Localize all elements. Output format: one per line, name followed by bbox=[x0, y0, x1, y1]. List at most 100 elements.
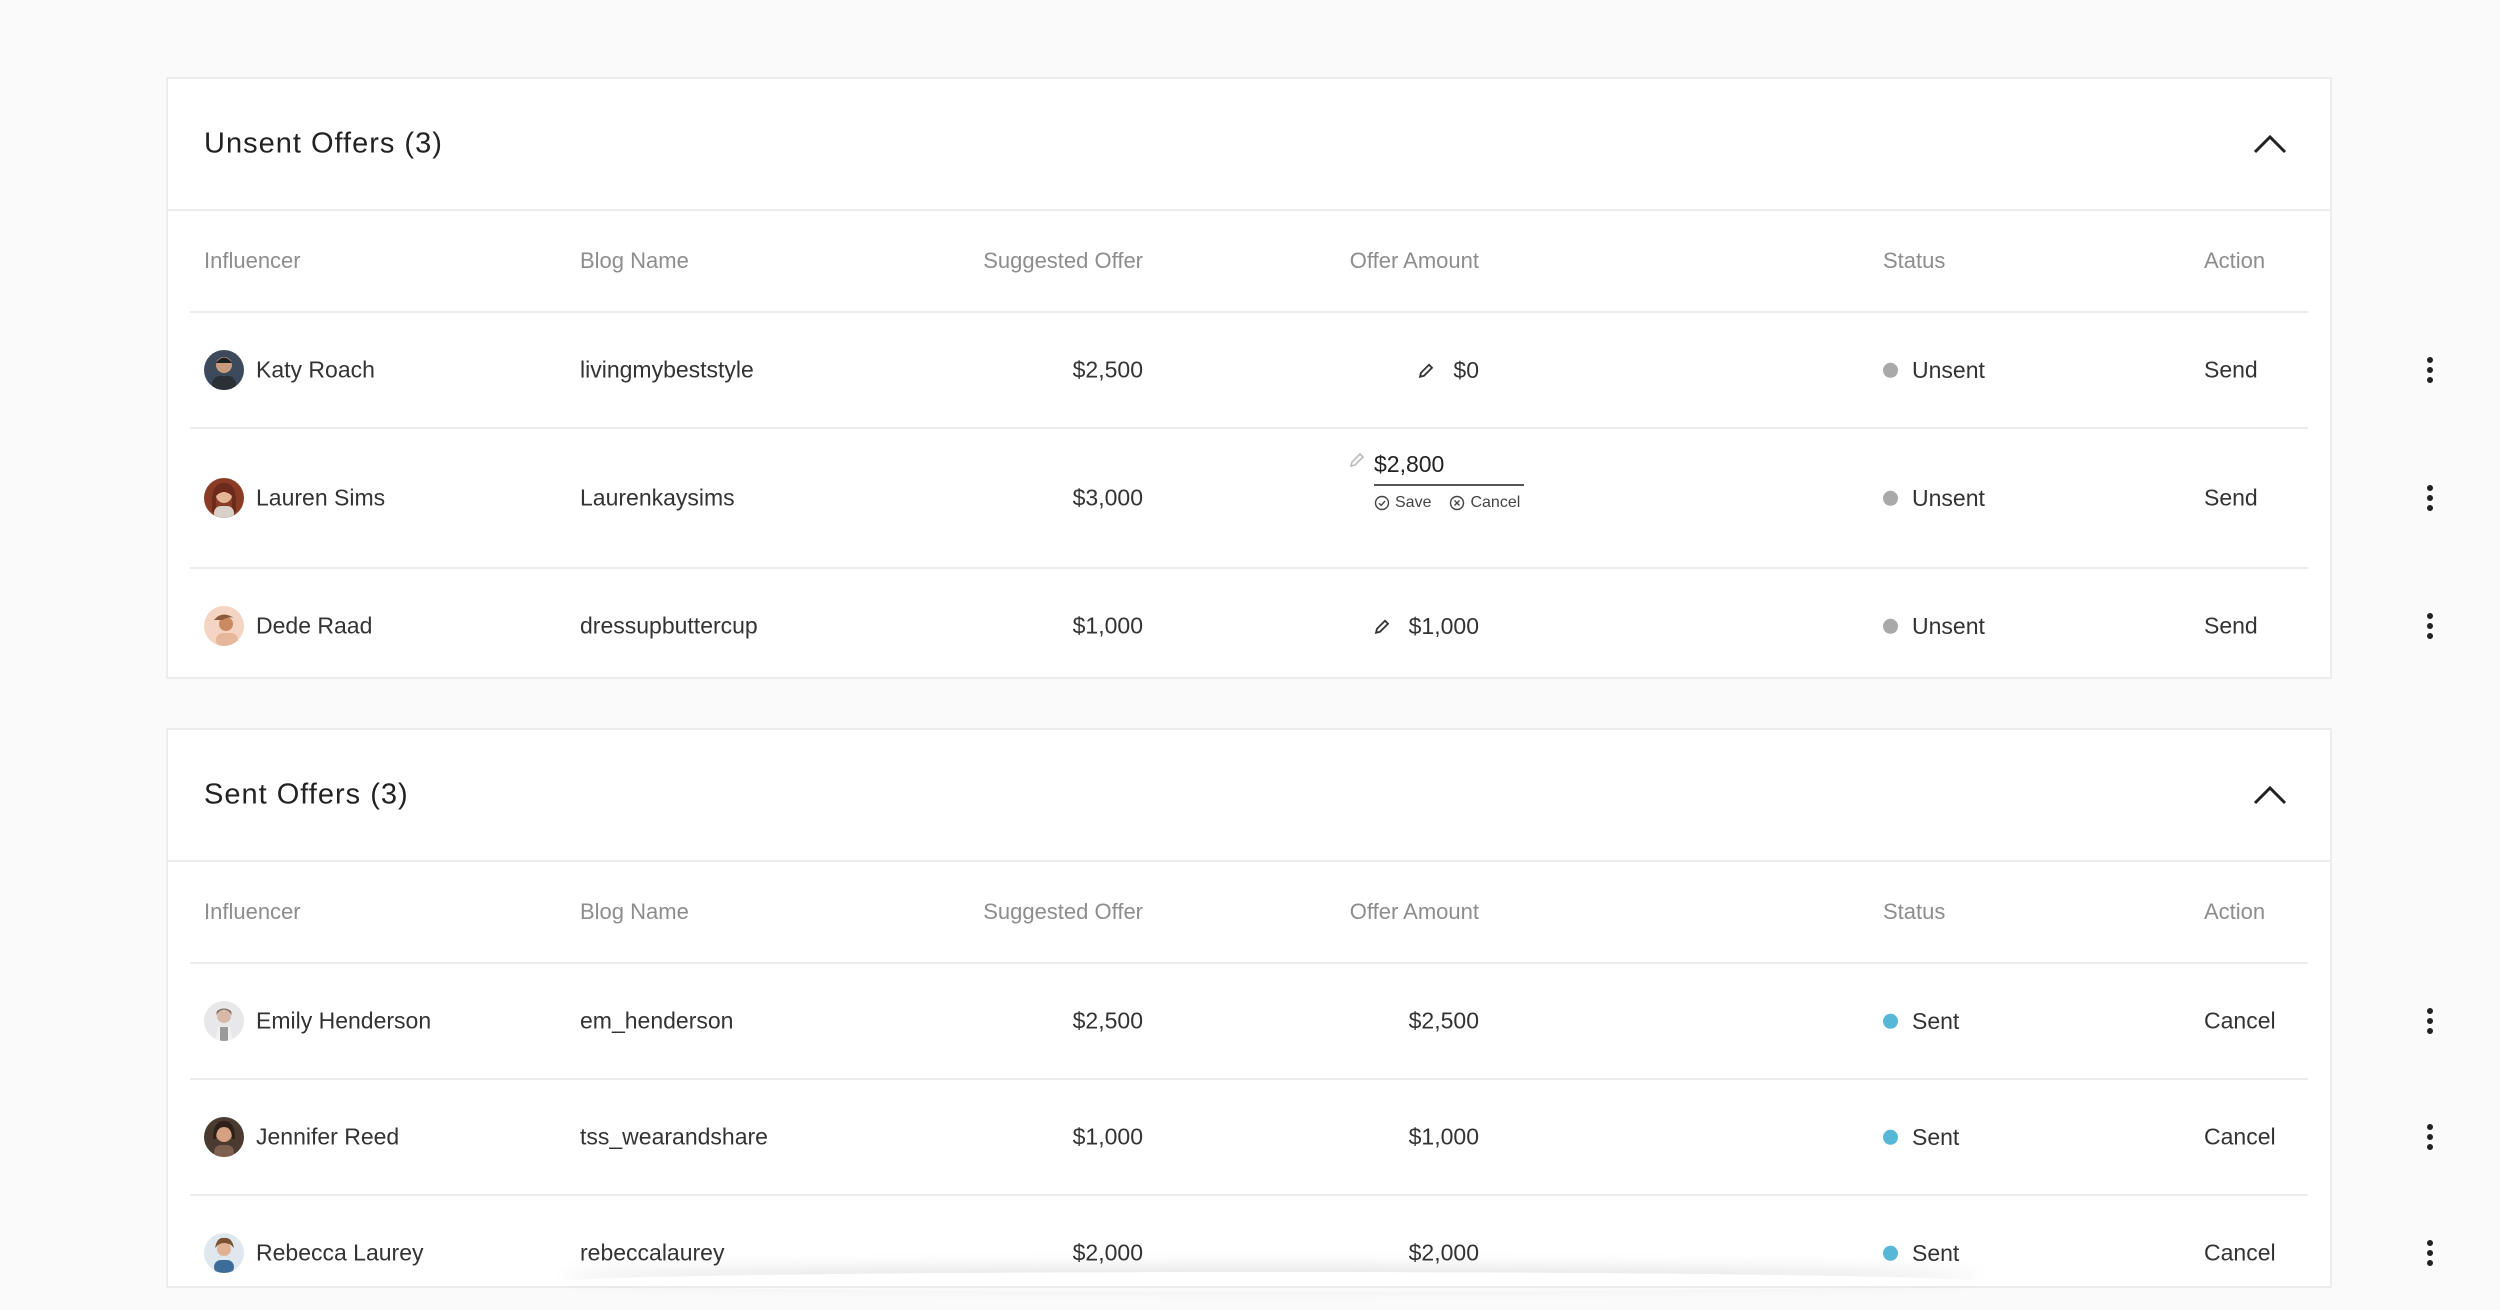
influencer-name: Lauren Sims bbox=[256, 484, 386, 511]
suggested-offer: $1,000 bbox=[1072, 612, 1143, 639]
blog-name: dressupbuttercup bbox=[580, 612, 758, 639]
status-cell: Unsent bbox=[1883, 484, 1985, 512]
send-button[interactable]: Send bbox=[2204, 484, 2258, 511]
collapse-sent-button[interactable] bbox=[2248, 773, 2292, 817]
status-dot bbox=[1883, 1130, 1898, 1146]
status-label: Sent bbox=[1912, 1240, 1960, 1267]
avatar bbox=[204, 350, 244, 390]
suggested-offer: $1,000 bbox=[1072, 1123, 1143, 1150]
blog-name: rebeccalaurey bbox=[580, 1239, 725, 1266]
col-action: Action bbox=[2204, 899, 2266, 924]
sent-offers-panel: Sent Offers (3) Influencer Blog Name Sug… bbox=[166, 728, 2433, 1288]
status-label: Sent bbox=[1912, 1124, 1960, 1151]
save-label: Save bbox=[1395, 494, 1432, 511]
status-dot bbox=[1883, 1014, 1898, 1030]
unsent-offers-header[interactable]: Unsent Offers (3) bbox=[168, 79, 2330, 211]
influencer-cell[interactable]: Emily Henderson bbox=[204, 1001, 431, 1041]
influencer-name: Emily Henderson bbox=[256, 1007, 432, 1034]
table-row: Emily Henderson em_henderson $2,500 $2,5… bbox=[190, 964, 2433, 1080]
col-status: Status bbox=[1883, 899, 1946, 924]
status-label: Unsent bbox=[1912, 613, 1985, 640]
avatar bbox=[204, 1001, 244, 1041]
col-influencer: Influencer bbox=[204, 899, 301, 924]
cancel-offer-button[interactable]: Cancel bbox=[2204, 1239, 2276, 1266]
influencer-cell[interactable]: Katy Roach bbox=[204, 350, 375, 390]
status-label: Unsent bbox=[1912, 357, 1985, 384]
avatar bbox=[204, 1117, 244, 1157]
save-button[interactable]: Save bbox=[1374, 494, 1431, 512]
col-suggested-offer: Suggested Offer bbox=[983, 248, 1143, 273]
table-header: Influencer Blog Name Suggested Offer Off… bbox=[190, 862, 2308, 964]
col-blog-name: Blog Name bbox=[580, 899, 689, 924]
send-button[interactable]: Send bbox=[2204, 356, 2258, 383]
status-cell: Sent bbox=[1883, 1239, 1959, 1267]
suggested-offer: $2,500 bbox=[1072, 356, 1143, 383]
cancel-label: Cancel bbox=[1470, 494, 1521, 511]
influencer-cell[interactable]: Lauren Sims bbox=[204, 478, 385, 518]
blog-name: tss_wearandshare bbox=[580, 1123, 768, 1150]
offer-amount-input[interactable] bbox=[1374, 447, 1524, 486]
avatar bbox=[204, 606, 244, 646]
status-cell: Sent bbox=[1883, 1007, 1959, 1035]
offer-amount: $2,500 bbox=[1408, 1007, 1479, 1034]
influencer-name: Katy Roach bbox=[256, 356, 375, 383]
offer-amount-cell: $0 bbox=[1417, 356, 1479, 384]
cancel-offer-button[interactable]: Cancel bbox=[2204, 1123, 2276, 1150]
more-vertical-icon bbox=[2420, 350, 2440, 390]
pencil-icon[interactable] bbox=[1373, 618, 1391, 636]
collapse-unsent-button[interactable] bbox=[2248, 122, 2292, 166]
blog-name: em_henderson bbox=[580, 1007, 734, 1034]
more-vertical-icon bbox=[2420, 606, 2440, 646]
table-row: Rebecca Laurey rebeccalaurey $2,000 $2,0… bbox=[190, 1196, 2433, 1310]
offer-amount: $1,000 bbox=[1408, 613, 1479, 640]
more-options-button[interactable] bbox=[2420, 478, 2440, 518]
offer-edit-group: Save Cancel bbox=[1374, 447, 1524, 512]
status-label: Sent bbox=[1912, 1008, 1960, 1035]
table-row: Lauren Sims Laurenkaysims $3,000 Save Ca… bbox=[190, 429, 2433, 569]
col-action: Action bbox=[2204, 248, 2266, 273]
more-vertical-icon bbox=[2420, 478, 2440, 518]
suggested-offer: $2,000 bbox=[1072, 1239, 1143, 1266]
status-cell: Unsent bbox=[1883, 612, 1985, 640]
cancel-offer-button[interactable]: Cancel bbox=[2204, 1007, 2276, 1034]
edit-actions: Save Cancel bbox=[1374, 494, 1524, 512]
sent-offers-title: Sent Offers (3) bbox=[204, 778, 409, 811]
col-status: Status bbox=[1883, 248, 1946, 273]
status-cell: Sent bbox=[1883, 1123, 1959, 1151]
sent-offers-table: Influencer Blog Name Suggested Offer Off… bbox=[190, 862, 2433, 1310]
col-offer-amount: Offer Amount bbox=[1349, 899, 1479, 924]
more-vertical-icon bbox=[2420, 1233, 2440, 1273]
more-options-button[interactable] bbox=[2420, 1001, 2440, 1041]
check-circle-icon bbox=[1374, 495, 1390, 511]
send-button[interactable]: Send bbox=[2204, 612, 2258, 639]
pencil-icon[interactable] bbox=[1417, 362, 1435, 380]
col-influencer: Influencer bbox=[204, 248, 301, 273]
blog-name: livingmybeststyle bbox=[580, 356, 754, 383]
floating-bar-shadow bbox=[560, 1272, 1980, 1292]
cancel-edit-button[interactable]: Cancel bbox=[1449, 494, 1520, 512]
influencer-cell[interactable]: Rebecca Laurey bbox=[204, 1233, 424, 1273]
status-dot bbox=[1883, 1246, 1898, 1262]
suggested-offer: $2,500 bbox=[1072, 1007, 1143, 1034]
more-options-button[interactable] bbox=[2420, 350, 2440, 390]
offer-amount: $2,000 bbox=[1408, 1239, 1479, 1266]
influencer-cell[interactable]: Dede Raad bbox=[204, 606, 372, 646]
offer-amount-cell: $1,000 bbox=[1373, 612, 1479, 640]
more-options-button[interactable] bbox=[2420, 1117, 2440, 1157]
offer-amount: $0 bbox=[1453, 357, 1479, 384]
avatar bbox=[204, 478, 244, 518]
close-circle-icon bbox=[1450, 495, 1465, 511]
chevron-up-icon bbox=[2253, 785, 2287, 805]
sent-offers-header[interactable]: Sent Offers (3) bbox=[168, 730, 2330, 862]
status-dot bbox=[1883, 491, 1898, 507]
more-options-button[interactable] bbox=[2420, 1233, 2440, 1273]
table-row: Dede Raad dressupbuttercup $1,000 $1,000… bbox=[190, 569, 2433, 683]
influencer-name: Jennifer Reed bbox=[256, 1123, 400, 1150]
influencer-cell[interactable]: Jennifer Reed bbox=[204, 1117, 399, 1157]
more-vertical-icon bbox=[2420, 1117, 2440, 1157]
unsent-offers-panel: Unsent Offers (3) Influencer Blog Name S… bbox=[166, 77, 2433, 679]
col-offer-amount: Offer Amount bbox=[1349, 248, 1479, 273]
chevron-up-icon bbox=[2253, 134, 2287, 154]
more-options-button[interactable] bbox=[2420, 606, 2440, 646]
suggested-offer: $3,000 bbox=[1072, 484, 1143, 511]
